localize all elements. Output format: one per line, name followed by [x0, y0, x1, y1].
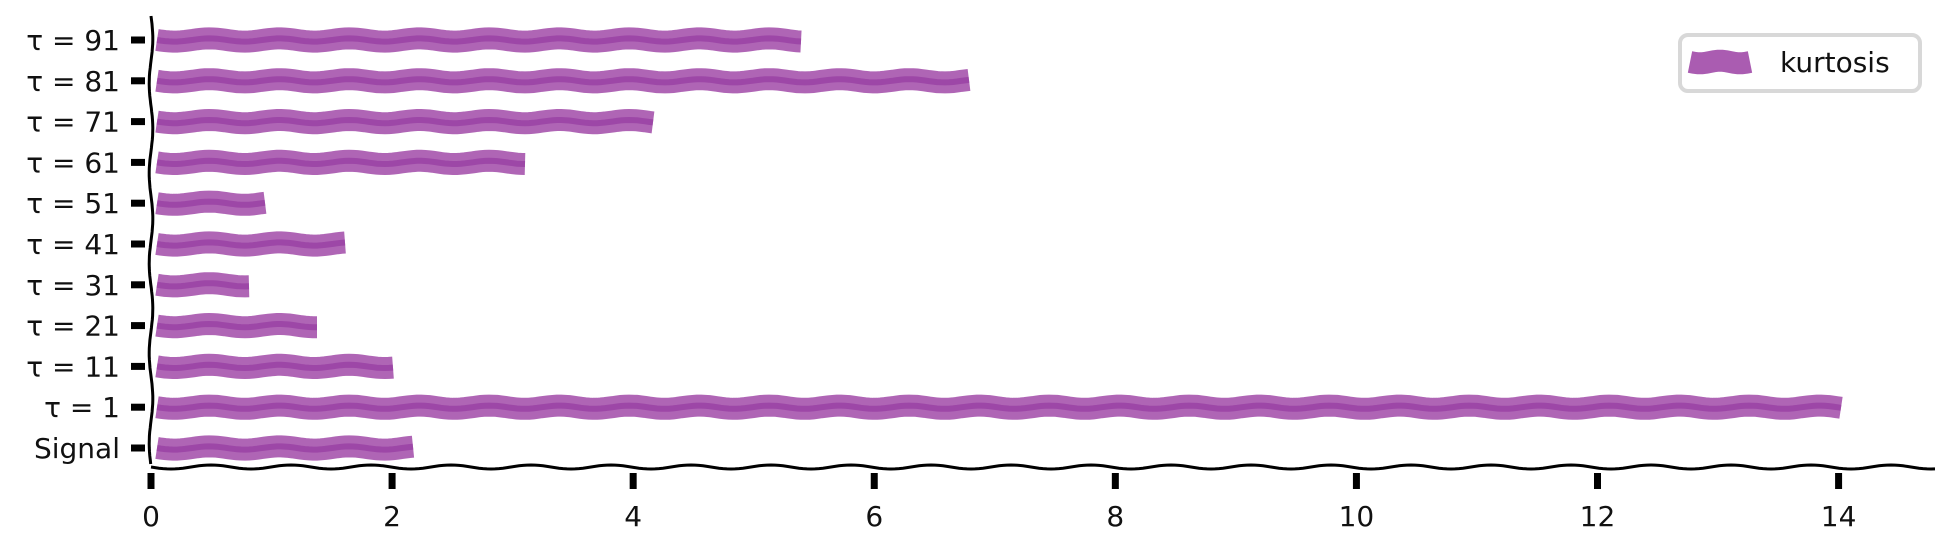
bar-71-core	[156, 116, 654, 127]
legend-label-kurtosis: kurtosis	[1780, 46, 1890, 79]
bar-1-core	[156, 402, 1842, 412]
bar-91-core	[156, 35, 802, 45]
x-tick-label: 4	[624, 500, 642, 533]
x-tick-label: 12	[1580, 500, 1616, 533]
x-tick-label: 6	[865, 500, 883, 533]
y-tick-label: τ = 81	[26, 65, 120, 98]
y-tick-label: τ = 1	[44, 391, 120, 424]
x-tick-label: 10	[1339, 500, 1375, 533]
bar-61-core	[156, 157, 526, 168]
x-tick-label: 8	[1106, 500, 1124, 533]
bar-11-core	[156, 361, 394, 372]
x-tick-label: 2	[383, 500, 401, 533]
legend-frame	[1678, 33, 1922, 93]
bar-signal-core	[156, 443, 414, 453]
legend-swatch-kurtosis	[1687, 49, 1753, 75]
bar-41-core	[156, 239, 346, 249]
y-tick-label: τ = 11	[26, 350, 120, 383]
y-tick-label: τ = 91	[26, 24, 120, 57]
y-tick-label: τ = 41	[26, 228, 120, 261]
y-tick-label: τ = 21	[26, 310, 120, 343]
bar-81-core	[156, 76, 970, 86]
y-axis-line	[147, 15, 155, 465]
bar-21-core	[156, 320, 317, 331]
y-tick-label: Signal	[34, 432, 120, 465]
bar-31-core	[156, 280, 250, 290]
x-axis-line	[150, 463, 1936, 471]
y-tick-label: τ = 61	[26, 146, 120, 179]
legend: kurtosis	[1678, 33, 1922, 93]
x-tick-label: 14	[1821, 500, 1857, 533]
x-tick-label: 0	[142, 500, 160, 533]
y-tick-label: τ = 51	[26, 187, 120, 220]
y-tick-label: τ = 71	[26, 106, 120, 139]
y-tick-label: τ = 31	[26, 269, 120, 302]
bars-layer	[155, 27, 1843, 461]
y-tick-labels: Signal τ = 1 τ = 11 τ = 21 τ = 31 τ = 41 τ = 5…	[26, 24, 120, 465]
axes-layer	[131, 15, 1936, 489]
x-tick-labels: 0 2 4 6 8 10 12 14	[142, 500, 1856, 533]
bar-51-core	[156, 198, 266, 208]
